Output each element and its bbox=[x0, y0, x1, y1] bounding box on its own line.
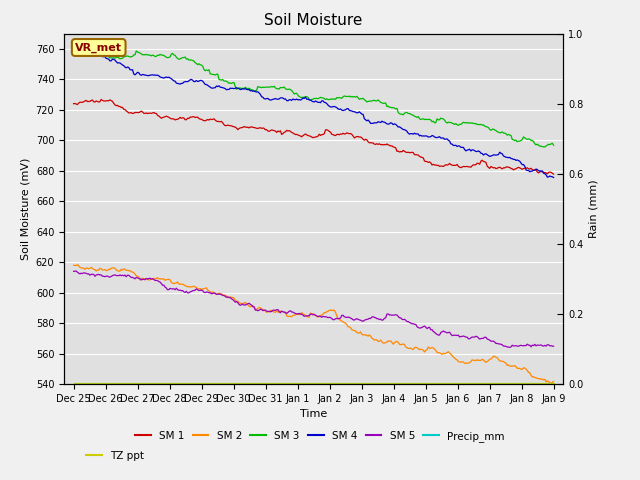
SM 5 bbox=[70, 268, 77, 274]
Legend: SM 1, SM 2, SM 3, SM 4, SM 5, Precip_mm: SM 1, SM 2, SM 3, SM 4, SM 5, Precip_mm bbox=[131, 427, 509, 446]
Line: SM 5: SM 5 bbox=[74, 271, 554, 348]
SM 3 bbox=[86, 49, 93, 55]
SM 1 bbox=[318, 132, 326, 137]
Legend: TZ ppt: TZ ppt bbox=[82, 447, 148, 465]
SM 5 bbox=[87, 271, 95, 277]
Precip_mm bbox=[101, 381, 109, 387]
SM 4 bbox=[87, 48, 95, 54]
X-axis label: Time: Time bbox=[300, 409, 327, 419]
SM 2 bbox=[550, 379, 557, 384]
Precip_mm bbox=[412, 381, 420, 387]
SM 1 bbox=[97, 96, 105, 102]
SM 5 bbox=[72, 268, 80, 274]
SM 2 bbox=[70, 262, 77, 268]
SM 5 bbox=[506, 345, 513, 350]
Precip_mm bbox=[546, 381, 554, 387]
TZ ppt bbox=[86, 380, 93, 386]
TZ ppt bbox=[412, 380, 420, 386]
SM 5 bbox=[550, 343, 557, 349]
Line: SM 2: SM 2 bbox=[74, 264, 554, 384]
SM 4 bbox=[318, 98, 326, 104]
TZ ppt bbox=[546, 380, 554, 386]
SM 5 bbox=[102, 273, 110, 279]
SM 4 bbox=[550, 175, 557, 180]
Line: SM 1: SM 1 bbox=[74, 99, 554, 174]
SM 4 bbox=[484, 153, 492, 158]
SM 4 bbox=[74, 44, 81, 49]
SM 4 bbox=[413, 131, 421, 137]
SM 2 bbox=[413, 345, 421, 350]
SM 5 bbox=[548, 343, 556, 349]
SM 2 bbox=[318, 312, 326, 318]
SM 2 bbox=[74, 262, 81, 267]
Line: SM 4: SM 4 bbox=[74, 47, 554, 178]
SM 1 bbox=[550, 171, 557, 177]
Y-axis label: Soil Moisture (mV): Soil Moisture (mV) bbox=[20, 157, 30, 260]
Line: SM 3: SM 3 bbox=[74, 50, 554, 147]
Text: VR_met: VR_met bbox=[76, 42, 122, 53]
TZ ppt bbox=[483, 380, 491, 386]
TZ ppt bbox=[101, 380, 109, 386]
SM 5 bbox=[413, 324, 421, 329]
SM 2 bbox=[548, 379, 556, 385]
SM 1 bbox=[484, 165, 492, 170]
Y-axis label: Rain (mm): Rain (mm) bbox=[589, 180, 599, 238]
TZ ppt bbox=[70, 380, 77, 386]
SM 1 bbox=[70, 101, 77, 107]
SM 3 bbox=[70, 48, 77, 53]
SM 1 bbox=[102, 98, 110, 104]
SM 4 bbox=[102, 56, 110, 61]
SM 4 bbox=[70, 48, 77, 53]
SM 3 bbox=[317, 95, 324, 100]
Title: Soil Moisture: Soil Moisture bbox=[264, 13, 363, 28]
SM 3 bbox=[550, 143, 557, 148]
SM 1 bbox=[547, 169, 555, 175]
SM 2 bbox=[87, 264, 95, 270]
SM 3 bbox=[101, 52, 109, 58]
SM 4 bbox=[547, 174, 555, 180]
SM 3 bbox=[483, 124, 491, 130]
SM 1 bbox=[413, 152, 421, 157]
SM 2 bbox=[547, 381, 555, 386]
SM 5 bbox=[318, 314, 326, 320]
Precip_mm bbox=[70, 381, 77, 387]
TZ ppt bbox=[317, 380, 324, 386]
SM 3 bbox=[541, 144, 548, 150]
SM 1 bbox=[86, 98, 93, 104]
SM 2 bbox=[102, 268, 110, 274]
SM 2 bbox=[484, 358, 492, 363]
Precip_mm bbox=[483, 381, 491, 387]
Precip_mm bbox=[86, 381, 93, 387]
SM 3 bbox=[412, 114, 420, 120]
TZ ppt bbox=[550, 380, 557, 386]
SM 5 bbox=[484, 336, 492, 342]
Precip_mm bbox=[550, 381, 557, 387]
Precip_mm bbox=[317, 381, 324, 387]
SM 3 bbox=[547, 141, 555, 147]
